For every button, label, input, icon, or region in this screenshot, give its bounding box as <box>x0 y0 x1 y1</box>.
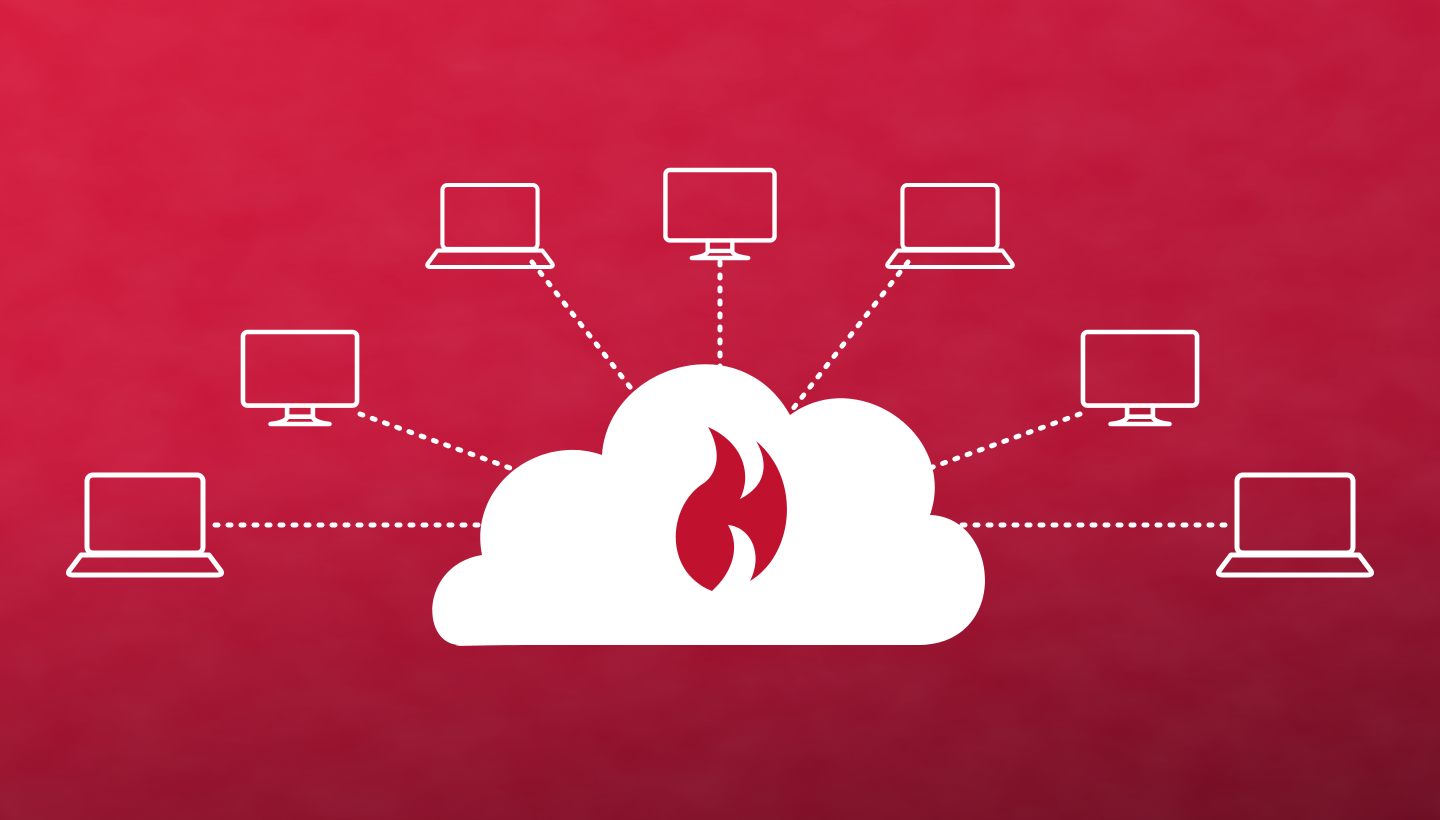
network-diagram <box>0 0 1440 820</box>
